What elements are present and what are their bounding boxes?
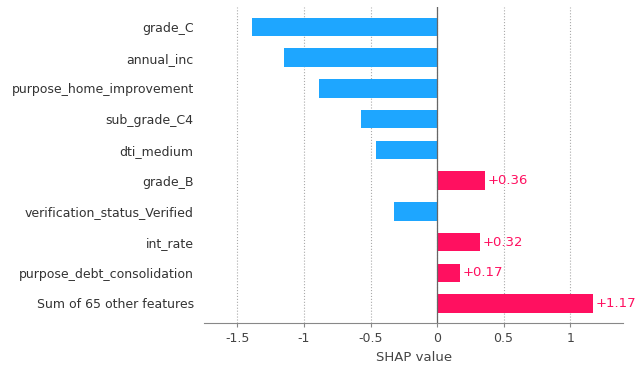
Bar [394,202,437,220]
Text: -0.32: -0.32 [397,205,431,218]
Bar [437,171,485,190]
Text: -1.39: -1.39 [255,20,289,33]
Bar [376,141,437,159]
Text: +0.36: +0.36 [487,174,528,187]
Text: -0.46: -0.46 [378,143,413,156]
Bar [318,79,437,98]
Text: -1.15: -1.15 [286,51,321,64]
Text: -0.89: -0.89 [322,82,355,95]
Text: +0.17: +0.17 [463,266,503,279]
Bar [284,49,437,67]
Text: +0.32: +0.32 [482,236,523,249]
Bar [437,263,460,282]
X-axis label: SHAP value: SHAP value [376,351,452,364]
Bar [361,110,437,128]
Bar [437,294,593,313]
Text: -0.57: -0.57 [364,113,398,126]
Bar [437,233,480,251]
Bar [252,18,437,36]
Text: +1.17: +1.17 [595,297,636,310]
